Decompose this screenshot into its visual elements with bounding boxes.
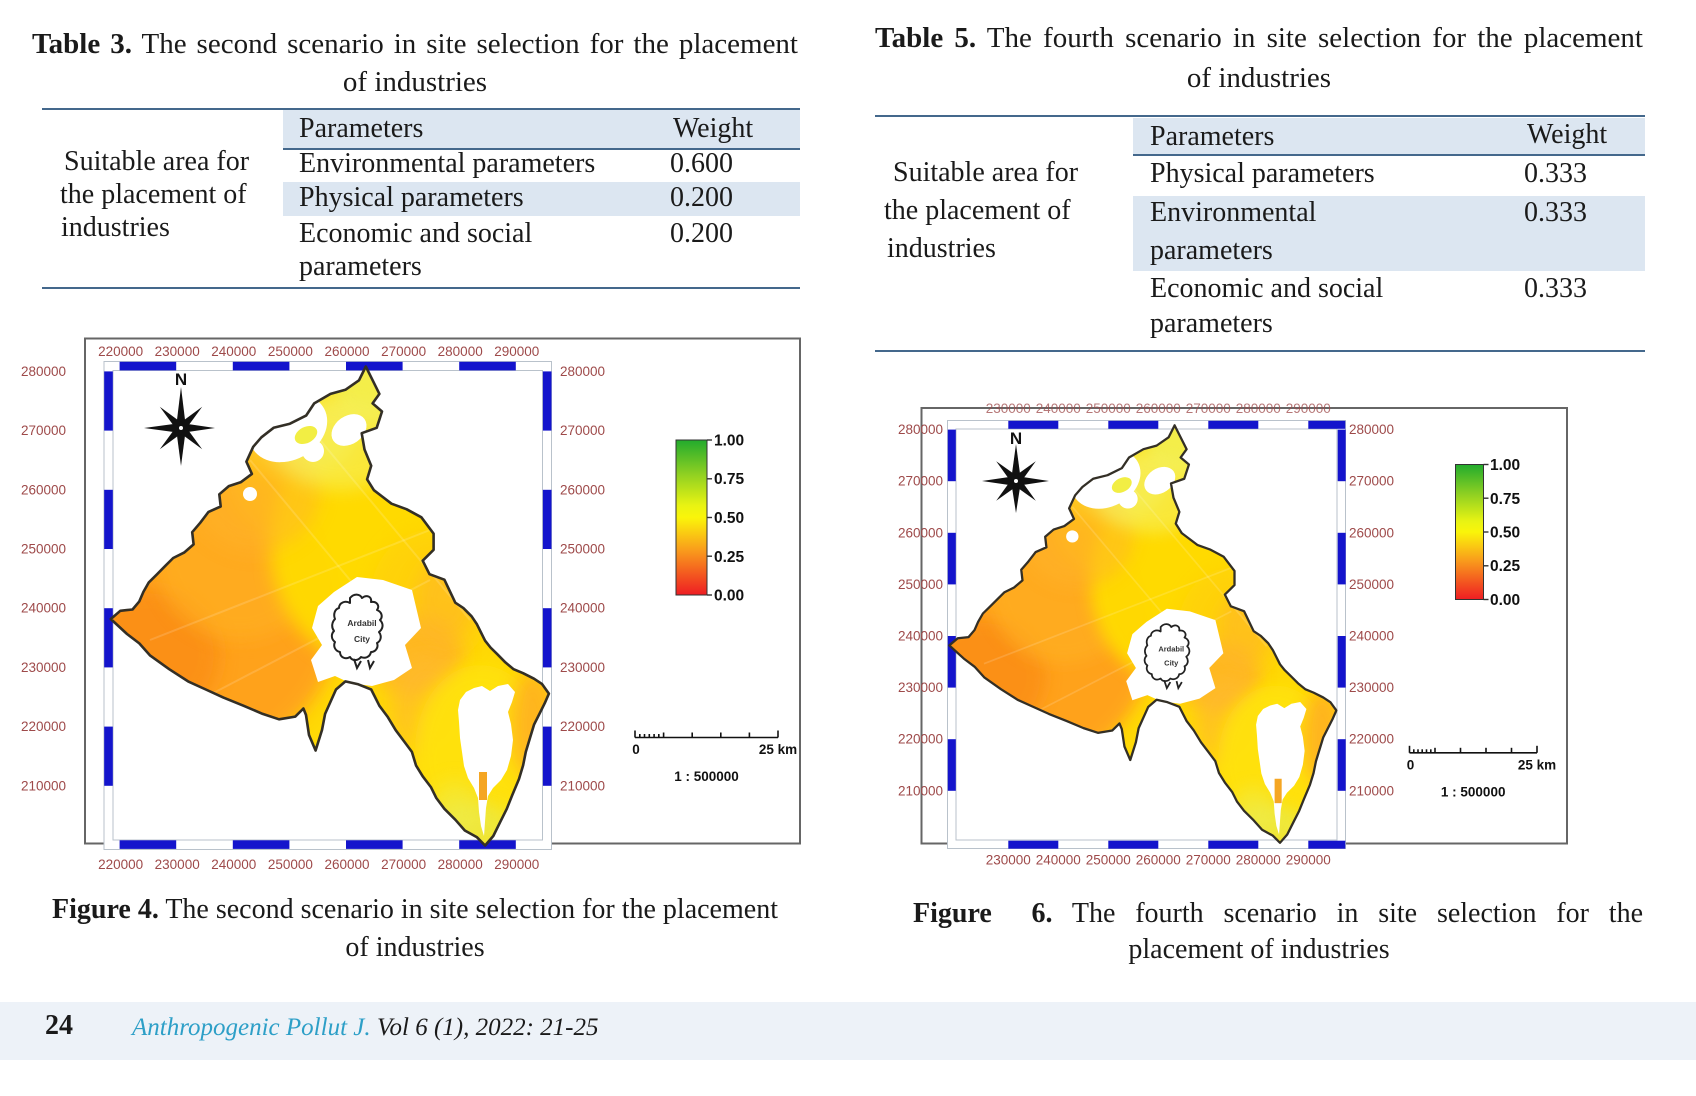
svg-text:230000: 230000 [986,401,1031,416]
svg-text:250000: 250000 [268,344,313,359]
svg-text:260000: 260000 [1349,525,1394,540]
svg-text:270000: 270000 [381,344,426,359]
svg-text:N: N [175,370,187,389]
svg-text:260000: 260000 [324,857,369,872]
svg-text:250000: 250000 [21,542,66,557]
svg-text:210000: 210000 [1349,783,1394,798]
svg-text:210000: 210000 [21,778,66,793]
svg-text:260000: 260000 [324,344,369,359]
svg-text:240000: 240000 [1036,853,1081,868]
svg-text:290000: 290000 [1286,853,1331,868]
svg-text:250000: 250000 [898,577,943,592]
svg-text:230000: 230000 [155,344,200,359]
svg-text:1 : 500000: 1 : 500000 [674,769,739,784]
svg-text:240000: 240000 [21,601,66,616]
svg-text:0.50: 0.50 [1490,525,1520,542]
svg-text:0.75: 0.75 [1490,491,1521,508]
svg-text:0.25: 0.25 [1490,558,1521,575]
svg-text:270000: 270000 [898,474,943,489]
svg-text:250000: 250000 [268,857,313,872]
svg-text:0.00: 0.00 [1490,592,1520,609]
svg-text:0.50: 0.50 [714,510,744,527]
svg-text:220000: 220000 [21,719,66,734]
svg-text:260000: 260000 [1136,853,1181,868]
svg-text:220000: 220000 [1349,732,1394,747]
svg-text:1 : 500000: 1 : 500000 [1441,784,1506,799]
svg-text:220000: 220000 [560,719,605,734]
svg-text:250000: 250000 [1349,577,1394,592]
svg-text:290000: 290000 [494,857,539,872]
svg-text:210000: 210000 [560,778,605,793]
svg-text:230000: 230000 [1349,680,1394,695]
svg-text:220000: 220000 [98,344,143,359]
svg-text:270000: 270000 [1186,853,1231,868]
svg-text:240000: 240000 [560,601,605,616]
svg-text:0.25: 0.25 [714,549,745,566]
svg-text:280000: 280000 [21,364,66,379]
svg-text:25 km: 25 km [759,742,797,757]
svg-text:280000: 280000 [438,344,483,359]
svg-text:220000: 220000 [98,857,143,872]
svg-text:270000: 270000 [381,857,426,872]
svg-text:240000: 240000 [1036,401,1081,416]
svg-text:230000: 230000 [155,857,200,872]
svg-text:270000: 270000 [1349,474,1394,489]
svg-text:220000: 220000 [898,732,943,747]
svg-text:1.00: 1.00 [1490,457,1520,474]
svg-text:230000: 230000 [560,660,605,675]
svg-text:280000: 280000 [1349,422,1394,437]
svg-text:250000: 250000 [1086,853,1131,868]
svg-text:0: 0 [1407,757,1415,772]
svg-text:0.00: 0.00 [714,588,744,605]
svg-text:260000: 260000 [1136,401,1181,416]
svg-text:260000: 260000 [560,482,605,497]
svg-text:230000: 230000 [21,660,66,675]
svg-text:250000: 250000 [1086,401,1131,416]
svg-text:250000: 250000 [560,542,605,557]
svg-text:210000: 210000 [898,783,943,798]
svg-text:230000: 230000 [986,853,1031,868]
svg-text:N: N [1010,429,1022,448]
svg-text:280000: 280000 [1236,853,1281,868]
svg-text:280000: 280000 [560,364,605,379]
svg-text:270000: 270000 [21,423,66,438]
svg-text:240000: 240000 [1349,629,1394,644]
svg-text:270000: 270000 [1186,401,1231,416]
svg-text:290000: 290000 [494,344,539,359]
svg-text:280000: 280000 [1236,401,1281,416]
svg-text:290000: 290000 [1286,401,1331,416]
svg-text:0.75: 0.75 [714,471,745,488]
svg-text:240000: 240000 [211,857,256,872]
svg-text:260000: 260000 [898,525,943,540]
svg-text:230000: 230000 [898,680,943,695]
svg-text:0: 0 [632,742,640,757]
svg-text:240000: 240000 [211,344,256,359]
svg-text:1.00: 1.00 [714,433,744,450]
svg-text:280000: 280000 [898,422,943,437]
svg-text:270000: 270000 [560,423,605,438]
svg-text:240000: 240000 [898,629,943,644]
svg-text:280000: 280000 [438,857,483,872]
svg-text:25 km: 25 km [1518,757,1556,772]
svg-text:260000: 260000 [21,482,66,497]
